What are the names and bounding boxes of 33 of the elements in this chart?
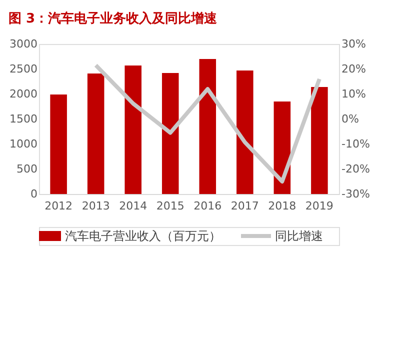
x-tick-label: 2015 <box>156 200 184 212</box>
bar <box>236 70 254 194</box>
y-tick-label: 0 <box>30 188 38 200</box>
chart-title: 图 3：汽车电子业务收入及同比增速 <box>8 10 218 26</box>
x-tick-label: 2012 <box>44 200 73 212</box>
bar <box>50 94 67 194</box>
y-tick-label: 2000 <box>10 88 38 100</box>
legend-label: 汽车电子营业收入（百万元） <box>65 229 221 243</box>
y-tick-label: 1500 <box>10 112 38 126</box>
x-tick-label: 2016 <box>194 200 222 212</box>
bar <box>162 73 179 194</box>
y2-tick-label: 0% <box>342 112 359 126</box>
x-tick-label: 2013 <box>82 200 110 212</box>
y2-tick-label: 10% <box>342 88 366 100</box>
bar <box>311 87 328 194</box>
y2-tick-label: -10% <box>342 138 370 150</box>
y-tick-label: 2500 <box>10 62 38 76</box>
y-tick-label: 1000 <box>10 138 38 150</box>
y2-tick-label: 20% <box>342 62 366 76</box>
bar <box>87 74 104 194</box>
bar <box>124 66 142 194</box>
y-tick-label: 3000 <box>10 38 38 50</box>
y2-tick-label: -20% <box>342 162 370 176</box>
legend-label: 同比增速 <box>275 229 323 243</box>
y2-tick-label: -30% <box>342 188 370 200</box>
x-tick-label: 2018 <box>268 200 296 212</box>
x-tick-label: 2017 <box>230 200 259 212</box>
y2-tick-label: 30% <box>342 38 366 50</box>
bar <box>199 59 216 194</box>
x-tick-label: 2019 <box>305 200 334 212</box>
x-tick-label: 2014 <box>119 200 148 212</box>
y-tick-label: 500 <box>16 162 38 176</box>
line-series <box>94 63 322 184</box>
